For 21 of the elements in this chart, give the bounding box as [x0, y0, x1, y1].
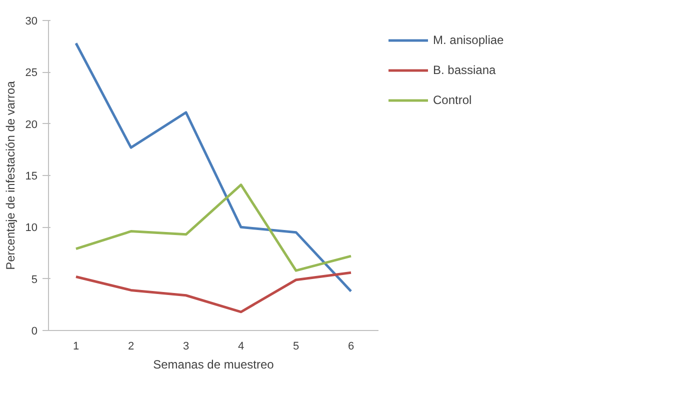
y-axis-title: Percentaje de infestación de varroa	[3, 80, 18, 270]
line-series	[74, 184, 352, 272]
x-tick-label: 4	[238, 340, 244, 352]
legend-label: Control	[433, 93, 472, 107]
x-tick-label: 6	[348, 340, 354, 352]
x-tick-label: 3	[182, 340, 190, 352]
line-series	[74, 271, 352, 314]
y-tick-label: 15	[25, 170, 38, 182]
legend-label: B. bassiana	[433, 63, 496, 77]
y-tick-label: 20	[25, 118, 38, 131]
y-tick-label: 10	[25, 222, 38, 234]
x-tick-label: 1	[72, 340, 80, 352]
line-series	[74, 42, 352, 292]
y-tick-label: 25	[25, 67, 38, 80]
y-tick-label: 30	[25, 16, 38, 28]
x-axis-title: Semanas de muestreo	[153, 358, 274, 372]
y-tick-label: 5	[31, 274, 38, 286]
x-tick-label: 5	[292, 340, 300, 352]
legend-label: M. anisopliae	[433, 33, 504, 47]
y-tick-label: 0	[31, 326, 38, 338]
x-tick-label: 2	[128, 340, 134, 352]
